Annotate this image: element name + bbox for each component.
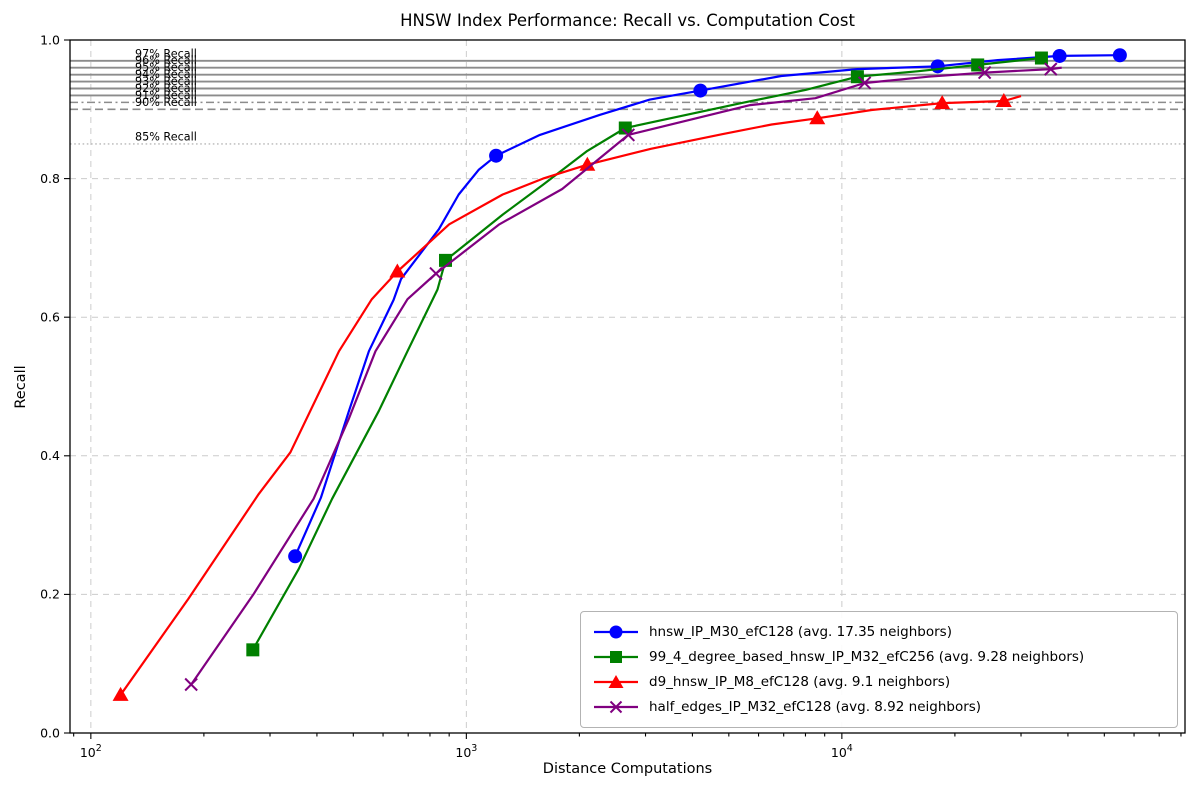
chart-title: HNSW Index Performance: Recall vs. Compu…	[400, 11, 855, 30]
y-tick-label: 0.6	[40, 310, 60, 325]
data-point-square	[1034, 51, 1048, 65]
data-point-triangle	[995, 92, 1012, 107]
series-line	[294, 54, 1120, 557]
legend-marker-shape	[610, 651, 622, 664]
data-point-square	[246, 643, 260, 657]
data-point-x	[857, 76, 872, 90]
legend-marker-shape	[609, 700, 623, 713]
plot-frame	[69, 39, 1186, 734]
legend-item-99_4_degree_based_hnsw_IP_M32_efC256: 99_4_degree_based_hnsw_IP_M32_efC256 (av…	[593, 645, 1165, 670]
recall-reference-lines	[70, 59, 1185, 145]
legend-marker-square-icon	[594, 651, 638, 664]
x-axis-label: Distance Computations	[542, 761, 713, 777]
series-half_edges_IP_M32_efC128	[184, 62, 1062, 692]
x-tick-label: 104	[831, 743, 853, 760]
y-axis-tick-labels: 0.0 0.2 0.4 0.6 0.8 1.0	[40, 32, 60, 740]
legend-marker-triangle-icon	[594, 674, 638, 688]
series-hnsw_IP_M30_efC128	[288, 48, 1127, 564]
data-point-triangle	[389, 263, 406, 278]
series-99_4_degree_based_hnsw_IP_M32_efC256	[246, 51, 1048, 657]
reference-line-label: 93% Recall	[135, 75, 197, 88]
y-axis-label: Recall	[13, 365, 29, 409]
data-point-triangle	[809, 110, 826, 125]
series-line	[251, 56, 1042, 651]
data-point-triangle	[112, 686, 129, 701]
data-point-x	[977, 65, 992, 80]
data-point-circle	[1052, 48, 1067, 63]
y-tick-label: 0.8	[40, 171, 60, 186]
legend-item-d9_hnsw_IP_M8_efC128: d9_hnsw_IP_M8_efC128 (avg. 9.1 neighbors…	[593, 670, 1165, 695]
x-tick-label: 103	[455, 743, 477, 760]
reference-line-label: 94% Recall	[135, 68, 197, 81]
x-axis-tick-labels: 102 103 104	[80, 743, 853, 760]
series-d9_hnsw_IP_M8_efC128	[112, 92, 1022, 701]
data-point-circle	[288, 549, 303, 564]
legend-label: 99_4_degree_based_hnsw_IP_M32_efC256 (av…	[649, 649, 1085, 666]
data-point-x	[184, 677, 198, 692]
data-point-circle	[693, 83, 708, 98]
legend-label: hnsw_IP_M30_efC128 (avg. 17.35 neighbors…	[649, 624, 952, 641]
data-point-circle	[1112, 48, 1127, 63]
data-point-circle	[489, 148, 504, 163]
series-line	[190, 66, 1062, 686]
data-point-square	[618, 121, 632, 135]
legend-marker-shape	[608, 674, 624, 688]
y-tick-label: 0.4	[40, 448, 60, 463]
legend-label: d9_hnsw_IP_M8_efC128 (avg. 9.1 neighbors…	[649, 673, 951, 690]
series-line	[119, 95, 1022, 696]
reference-line-label: 85% Recall	[135, 130, 197, 143]
data-point-x	[621, 128, 636, 142]
reference-line-label: 92% Recall	[135, 82, 197, 95]
data-point-triangle	[579, 156, 596, 171]
data-point-triangle	[934, 95, 951, 110]
legend: hnsw_IP_M30_efC128 (avg. 17.35 neighbors…	[580, 611, 1178, 728]
legend-marker-circle-icon	[594, 625, 638, 639]
legend-label: half_edges_IP_M32_efC128 (avg. 8.92 neig…	[649, 698, 982, 715]
axis-ticks	[64, 39, 1182, 739]
y-tick-label: 0.2	[40, 587, 60, 602]
y-tick-label: 1.0	[40, 32, 60, 47]
legend-marker-shape	[609, 625, 623, 639]
legend-marker-x-icon	[594, 700, 638, 713]
reference-line-label: 96% Recall	[135, 54, 197, 67]
data-point-circle	[930, 59, 945, 74]
reference-line-label: 97% Recall	[135, 47, 197, 60]
legend-item-half_edges_IP_M32_efC128: half_edges_IP_M32_efC128 (avg. 8.92 neig…	[593, 694, 1165, 719]
x-tick-label: 102	[80, 743, 102, 760]
data-point-x	[429, 266, 443, 281]
reference-line-label: 95% Recall	[135, 61, 197, 74]
data-point-x	[1044, 62, 1058, 76]
reference-line-label: 90% Recall	[135, 96, 197, 109]
reference-line-label: 91% Recall	[135, 89, 197, 102]
y-tick-label: 0.0	[40, 725, 60, 740]
legend-item-hnsw_IP_M30_efC128: hnsw_IP_M30_efC128 (avg. 17.35 neighbors…	[593, 620, 1165, 645]
